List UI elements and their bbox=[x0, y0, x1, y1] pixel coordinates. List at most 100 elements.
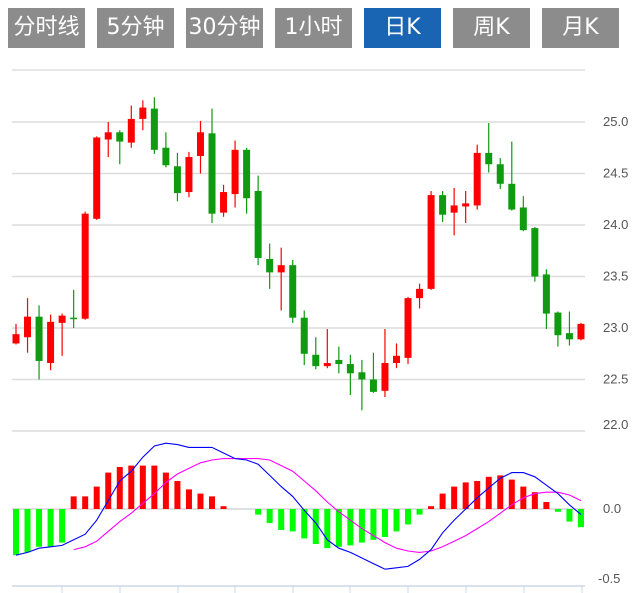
macd-bar bbox=[543, 502, 550, 509]
macd-bar bbox=[70, 496, 77, 509]
candle-body bbox=[58, 315, 66, 323]
macd-bar bbox=[278, 509, 285, 530]
candle-body bbox=[565, 333, 573, 340]
candle-body bbox=[416, 288, 424, 299]
candle-body bbox=[139, 107, 147, 119]
macd-bar bbox=[128, 465, 135, 509]
candle-body bbox=[254, 191, 262, 258]
candle-body bbox=[266, 258, 274, 273]
macd-bar bbox=[347, 509, 354, 546]
candle-body bbox=[381, 363, 389, 391]
macd-bar bbox=[209, 496, 216, 509]
macd-bar bbox=[185, 489, 192, 509]
candle-body bbox=[93, 137, 101, 219]
candle-body bbox=[12, 334, 20, 344]
macd-bar bbox=[577, 509, 584, 528]
candle-body bbox=[531, 228, 539, 277]
macd-bar bbox=[116, 467, 123, 509]
macd-bar bbox=[301, 509, 308, 539]
candle-body bbox=[70, 317, 78, 320]
candle-body bbox=[392, 355, 400, 364]
macd-bar bbox=[47, 509, 54, 547]
tab-30-minute[interactable]: 30分钟 bbox=[186, 8, 263, 48]
candle-body bbox=[220, 192, 228, 213]
candle-body bbox=[335, 359, 343, 365]
price-tick-label: 23.0 bbox=[603, 320, 628, 335]
candle-body bbox=[173, 166, 181, 194]
candle-body bbox=[162, 147, 170, 166]
candle-body bbox=[116, 132, 124, 142]
candle-body bbox=[496, 164, 504, 184]
macd-bar bbox=[439, 493, 446, 509]
macd-bar bbox=[312, 509, 319, 544]
dif-line bbox=[15, 442, 582, 570]
candle-body bbox=[519, 207, 527, 231]
candle-body bbox=[243, 149, 251, 199]
candle-body bbox=[323, 363, 331, 367]
macd-bar bbox=[24, 509, 31, 553]
macd-bar bbox=[462, 482, 469, 509]
candle-body bbox=[231, 149, 239, 195]
candle-body bbox=[196, 132, 204, 156]
price-tick-label: 25.0 bbox=[603, 114, 628, 129]
candle-body bbox=[208, 133, 216, 214]
macd-lines bbox=[15, 442, 582, 570]
macd-bar bbox=[82, 496, 89, 509]
macd-bar bbox=[508, 479, 515, 509]
candle-body bbox=[104, 132, 112, 140]
macd-tick-label: 0.0 bbox=[603, 501, 621, 516]
candle-body bbox=[369, 379, 377, 392]
macd-bar bbox=[266, 509, 273, 523]
tab-daily-k[interactable]: 日K bbox=[364, 8, 441, 48]
price-tick-label: 24.5 bbox=[603, 166, 628, 181]
macd-bar bbox=[59, 509, 66, 543]
tab-5-minute[interactable]: 5分钟 bbox=[97, 8, 174, 48]
candle-body bbox=[47, 321, 55, 364]
grid bbox=[12, 69, 585, 510]
tab-weekly-k[interactable]: 周K bbox=[453, 8, 530, 48]
candle-body bbox=[81, 213, 89, 319]
axes: 25.0 24.5 24.0 23.5 23.0 22.5 22.0 0.0 -0.5 bbox=[12, 114, 628, 593]
macd-bar bbox=[554, 509, 561, 512]
candle-body bbox=[289, 265, 297, 318]
macd-bar bbox=[381, 509, 388, 537]
macd-bar bbox=[174, 481, 181, 509]
candlesticks bbox=[12, 97, 585, 411]
macd-bar bbox=[474, 481, 481, 509]
macd-bar bbox=[13, 509, 19, 556]
dea-line bbox=[73, 458, 582, 553]
candle-body bbox=[346, 364, 354, 374]
macd-bar bbox=[105, 472, 112, 509]
macd-bar bbox=[324, 509, 331, 549]
macd-bar bbox=[405, 509, 412, 525]
macd-bar bbox=[197, 493, 204, 509]
candle-body bbox=[508, 183, 516, 210]
macd-bar bbox=[416, 509, 423, 515]
candle-body bbox=[439, 195, 447, 215]
macd-tick-label: -0.5 bbox=[598, 571, 620, 586]
tab-minute-line[interactable]: 分时线 bbox=[8, 8, 85, 48]
candle-body bbox=[473, 152, 481, 206]
candle-body bbox=[404, 298, 412, 358]
macd-bar bbox=[289, 509, 296, 532]
macd-bar bbox=[36, 509, 43, 547]
macd-bar bbox=[162, 472, 169, 509]
candle-body bbox=[542, 274, 550, 314]
macd-bar bbox=[220, 506, 227, 509]
macd-bar bbox=[485, 476, 492, 509]
price-tick-label: 23.5 bbox=[603, 269, 628, 284]
macd-bar bbox=[358, 509, 365, 543]
candle-body bbox=[24, 316, 32, 338]
candle-body bbox=[358, 372, 366, 380]
macd-bar bbox=[393, 509, 400, 532]
candle-body bbox=[277, 265, 285, 273]
macd-bar bbox=[93, 486, 100, 509]
macd-bar bbox=[531, 492, 538, 509]
tab-monthly-k[interactable]: 月K bbox=[542, 8, 619, 48]
candle-body bbox=[185, 157, 193, 193]
macd-histogram bbox=[13, 465, 584, 556]
candle-body bbox=[150, 108, 158, 150]
tab-1-hour[interactable]: 1小时 bbox=[275, 8, 352, 48]
price-tick-label: 22.0 bbox=[603, 417, 628, 432]
